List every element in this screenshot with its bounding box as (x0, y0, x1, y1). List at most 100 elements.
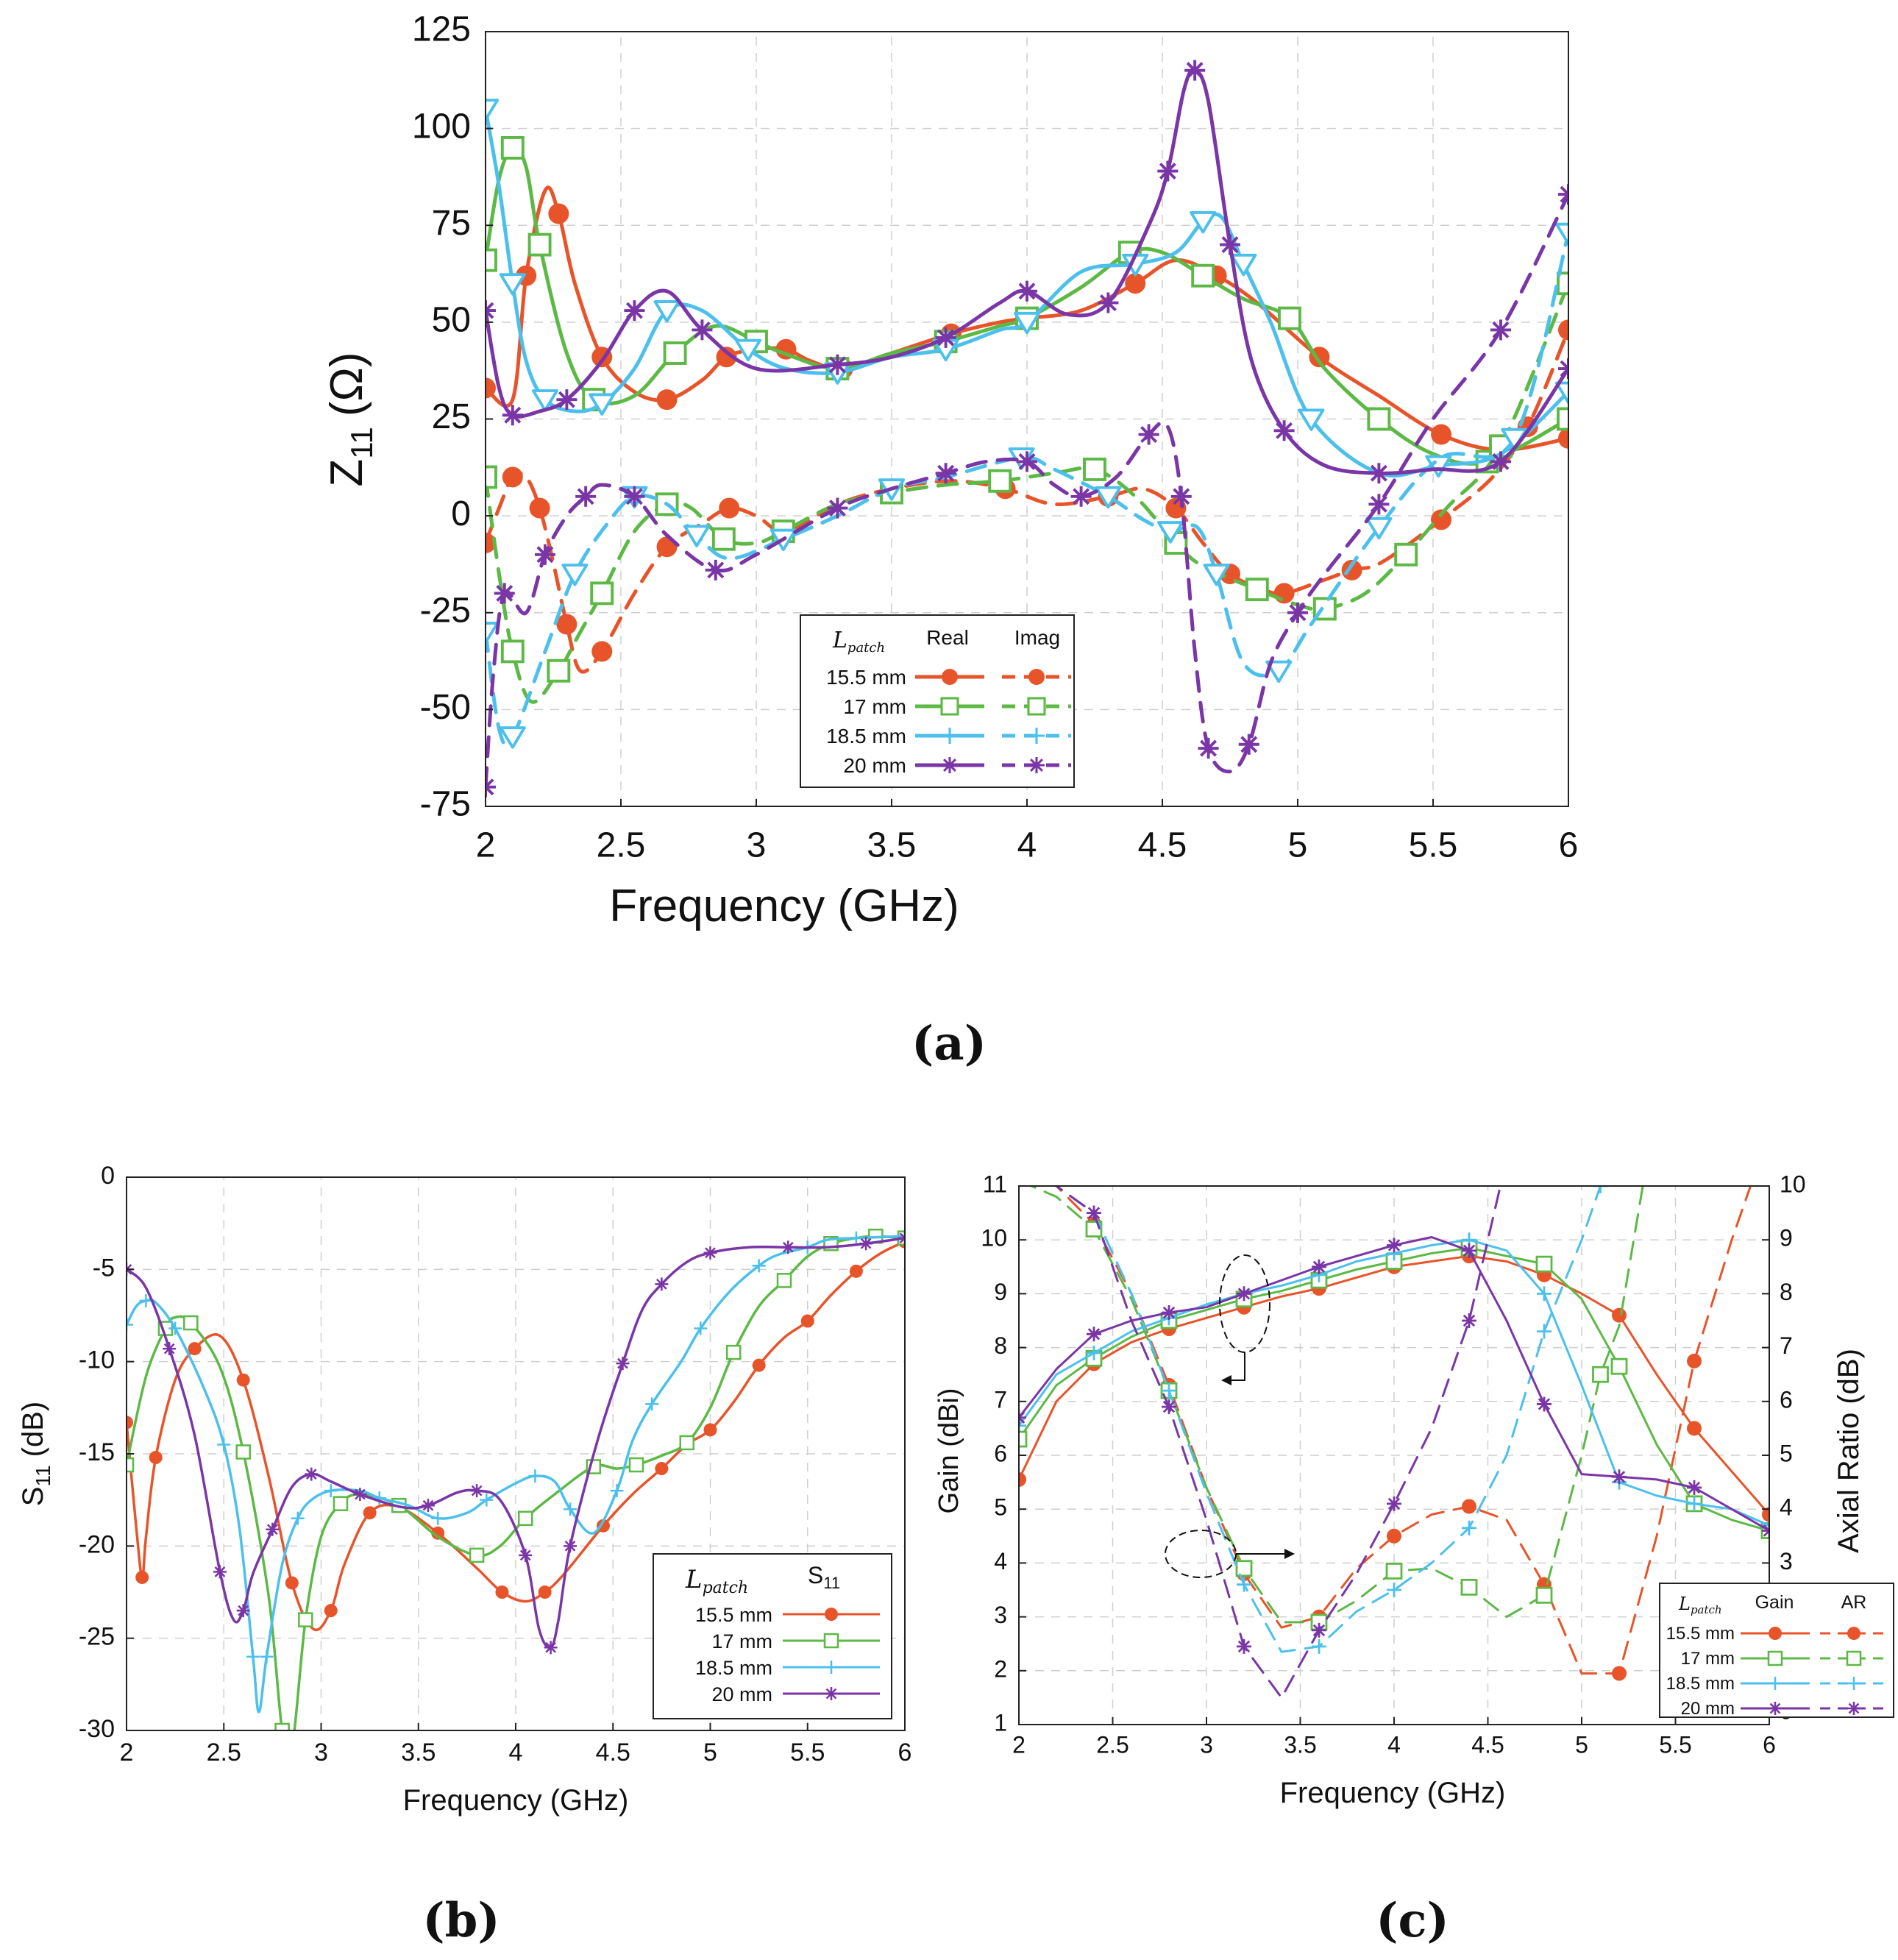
data-point (236, 1373, 250, 1387)
series-line-20-mm-markers (127, 1231, 905, 1655)
data-point (1687, 1353, 1702, 1368)
y-tick-label: 100 (412, 107, 471, 146)
panel-a-impedance-chart: 2 2.5 3 3.5 4 4.5 5 5.5 6-75-50-250255075100125 … (321, 10, 1579, 1071)
data-point (1557, 407, 1568, 431)
y-tick-label: -25 (79, 1623, 115, 1651)
data-point (1431, 424, 1452, 445)
x-axis-label-c: Frequency (GHz) (1280, 1777, 1506, 1809)
x-tick-label: 4.5 (1138, 826, 1187, 865)
legend-c-header-lpatch: Lpatch (1678, 1594, 1722, 1616)
data-point (1237, 1638, 1251, 1654)
legend-c-gain-marker (1767, 1650, 1783, 1666)
x-tick-label: 3.5 (1284, 1731, 1316, 1758)
y-axis-label-b: S11 (dB) (17, 1402, 54, 1506)
data-point (1203, 564, 1230, 586)
data-point (1238, 734, 1259, 755)
legend-a-imag-marker (1027, 697, 1046, 716)
y-axis-label-a-sub: 11 (344, 427, 379, 459)
data-point (1462, 1243, 1476, 1258)
x-tick-label: 3 (314, 1739, 328, 1767)
data-point (1368, 494, 1390, 515)
data-point (1368, 463, 1390, 484)
data-point (624, 300, 645, 322)
legend-c-ar-marker (1847, 1627, 1860, 1640)
data-point (776, 1273, 792, 1288)
data-point (149, 1451, 163, 1465)
x-tick-label: 6 (1559, 826, 1579, 865)
data-point (502, 405, 523, 426)
data-point (127, 1318, 133, 1332)
data-point (236, 1604, 250, 1618)
data-point (752, 1259, 766, 1273)
ticks-c: 22.533.544.555.5612345678910113456789100 (981, 1171, 1805, 1758)
x-tick-label: 4.5 (596, 1739, 630, 1767)
data-point (260, 1650, 274, 1663)
legend-a-imag-marker (1028, 757, 1045, 773)
data-point (1610, 1357, 1628, 1375)
caption-b: (b) (422, 1893, 500, 1948)
data-point (1462, 1520, 1476, 1535)
y-axis-label-a: Z11 (Ω) (321, 352, 379, 486)
data-point (285, 1576, 299, 1590)
legend-b-entry-label: 20 mm (711, 1683, 772, 1705)
legend-a-real-marker (942, 757, 958, 773)
data-point (653, 300, 680, 323)
legend-b-marker (825, 1687, 838, 1700)
data-point (590, 581, 614, 606)
data-point (1162, 1383, 1176, 1399)
series-a (486, 60, 1568, 798)
data-point (734, 338, 762, 362)
data-point (544, 1641, 558, 1655)
x-axis-label-a: Frequency (GHz) (609, 881, 959, 931)
data-point (564, 1502, 577, 1516)
data-point (1537, 1286, 1552, 1302)
series-line-17-mm-imag-markers (486, 271, 1568, 683)
caption-c: (c) (1376, 1893, 1449, 1948)
data-point (246, 1650, 260, 1663)
y-right-tick-label: 8 (1780, 1279, 1793, 1305)
series-line-18-5-mm-ar (1052, 1186, 1602, 1653)
gain-axis-arrow-head (1221, 1375, 1231, 1385)
data-point (486, 99, 500, 121)
legend-c-box (1659, 1583, 1894, 1718)
data-point (575, 486, 597, 507)
y-tick-label: 11 (983, 1171, 1007, 1197)
data-point (163, 1342, 177, 1356)
series-c (1019, 1186, 1769, 1699)
ticks-b: 2 2.5 3 3.5 4 4.5 5 5.5 6 -30 -25 -20 -15 -10 -5 0 (79, 1162, 912, 1767)
data-point (1535, 1255, 1553, 1273)
legend-c-entry-label: 17 mm (1681, 1649, 1735, 1669)
data-point (529, 497, 550, 519)
series-line-20-mm-gain-markers (1019, 1238, 1769, 1538)
series-line-20-mm-ar-markers (1087, 1205, 1476, 1654)
data-point (1367, 407, 1391, 431)
legend-c-entry-label: 18.5 mm (1666, 1674, 1735, 1694)
data-point (305, 1467, 319, 1481)
data-point (499, 273, 526, 296)
data-point (655, 1277, 669, 1291)
annotations-c (1165, 1254, 1295, 1578)
series-line-20-mm-imag-markers (486, 184, 1568, 798)
legend-c-entry-label: 20 mm (1681, 1699, 1735, 1719)
data-point (1687, 1496, 1702, 1511)
y-right-tick-label: 7 (1780, 1332, 1793, 1359)
legend-b-entry-label: 17 mm (711, 1630, 772, 1652)
data-point (127, 1457, 135, 1473)
y-tick-label: -5 (93, 1254, 115, 1282)
data-point (703, 1246, 717, 1260)
data-point (705, 559, 726, 580)
data-point (1387, 1528, 1401, 1544)
data-point (1387, 1238, 1401, 1253)
legend-b: Lpatch S11 15.5 mm 17 mm 18.5 mm 20 mm (653, 1553, 892, 1719)
y-axis-label-b-sub: 11 (32, 1465, 54, 1486)
x-tick-label: 3.5 (401, 1739, 436, 1767)
data-point (589, 393, 616, 416)
y-tick-label: 4 (994, 1548, 1007, 1574)
data-point (781, 1240, 795, 1254)
x-tick-label: 5 (703, 1739, 717, 1767)
data-point (372, 1491, 386, 1505)
series-line-18-5-mm (127, 1235, 905, 1714)
data-point (628, 1457, 644, 1473)
data-point (213, 1565, 227, 1579)
y-tick-label: 2 (994, 1655, 1007, 1682)
